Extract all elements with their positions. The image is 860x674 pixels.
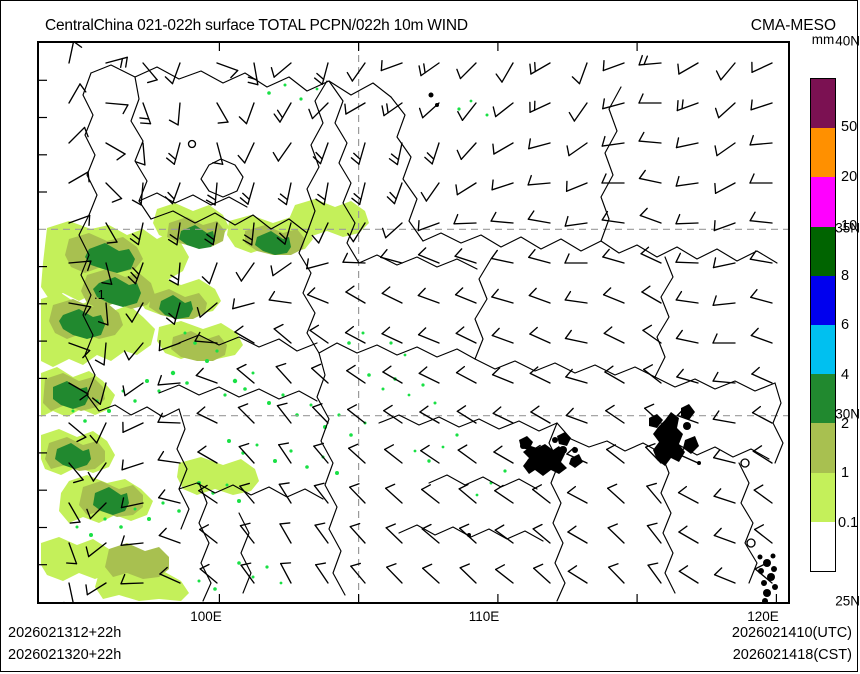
cbar-tick-2: 2 [841, 416, 850, 432]
cbar-band-4-6 [811, 325, 835, 375]
precipitation-field [41, 83, 507, 601]
cbar-tick-6: 6 [841, 317, 850, 333]
model-label: CMA-MESO [750, 17, 836, 34]
map-gridlines [39, 43, 788, 602]
footer-init-cst: 2026021320+22h [8, 647, 122, 663]
map-edge-ticks [39, 43, 778, 602]
cbar-band-8-10 [811, 226, 835, 276]
wind-barb-layer [63, 43, 773, 602]
colorbar-units-label: mm [811, 32, 835, 47]
contour-value-label: .1 [94, 287, 105, 302]
cbar-tick-0p1: 0.1 [838, 515, 859, 531]
footer-init-utc: 2026021312+22h [8, 625, 122, 641]
cbar-tick-10: 10 [841, 218, 858, 234]
map-plot-area[interactable]: .1 [37, 41, 790, 604]
cbar-band-1-2 [811, 423, 835, 473]
precipitation-colorbar[interactable] [810, 78, 836, 572]
footer-valid-cst: 2026021418(CST) [732, 647, 852, 663]
map-vector-layer [39, 43, 788, 602]
cbar-band-10-20 [811, 177, 835, 227]
x-tick-110e: 110E [468, 609, 500, 624]
y-tick-25n: 25N [835, 593, 860, 609]
cbar-band-below-0p1 [811, 521, 835, 571]
lake-features [428, 92, 778, 602]
cbar-band-50plus [811, 79, 835, 129]
cbar-band-6-8 [811, 275, 835, 325]
cbar-band-20-50 [811, 128, 835, 178]
x-tick-100e: 100E [190, 609, 222, 624]
cbar-tick-1: 1 [841, 465, 850, 481]
page-title: CentralChina 021-022h surface TOTAL PCPN… [45, 17, 468, 34]
cbar-tick-8: 8 [841, 268, 850, 284]
cbar-tick-4: 4 [841, 367, 850, 383]
y-tick-35n: 35N [835, 220, 860, 236]
cbar-band-0p1-1 [811, 472, 835, 522]
y-tick-40n: 40N [835, 33, 860, 49]
map-canvas: .1 [39, 43, 788, 602]
cbar-tick-20: 20 [841, 169, 858, 185]
cbar-band-2-4 [811, 374, 835, 424]
cbar-tick-50: 50 [841, 119, 858, 135]
x-tick-120e: 120E [747, 609, 779, 624]
footer-valid-utc: 2026021410(UTC) [731, 625, 852, 641]
y-tick-30n: 30N [835, 406, 860, 422]
